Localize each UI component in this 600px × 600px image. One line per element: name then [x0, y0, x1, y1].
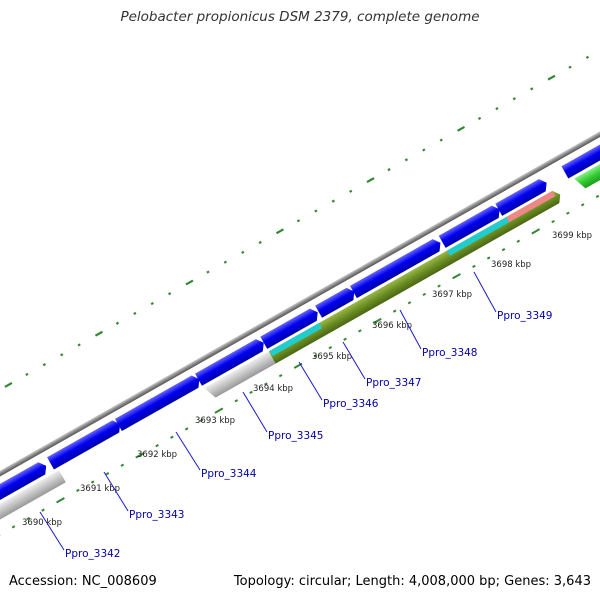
cds-arrow[interactable]: [47, 418, 124, 470]
locus-leaders: [39, 271, 497, 551]
leader-line: [399, 309, 422, 350]
scale-label: 3695 kbp: [312, 352, 352, 362]
locus-tag[interactable]: Ppro_3348: [422, 347, 477, 359]
topology-summary: Topology: circular; Length: 4,008,000 bp…: [233, 574, 591, 589]
cds-arrow[interactable]: [260, 306, 321, 349]
cyan-feature[interactable]: [447, 217, 510, 256]
cds-arrow[interactable]: [114, 373, 203, 432]
scale-label: 3699 kbp: [552, 231, 592, 241]
grey-cds-arrow[interactable]: [0, 470, 66, 520]
scale-label: 3696 kbp: [372, 321, 412, 331]
cyan-feature[interactable]: [269, 322, 323, 357]
genome-backbone: [0, 103, 600, 493]
outer-tick-ring: [0, 41, 600, 428]
leader-line: [39, 511, 65, 551]
locus-tags: Ppro_3342 Ppro_3343 Ppro_3344 Ppro_3345 …: [65, 310, 552, 560]
locus-tag[interactable]: Ppro_3347: [366, 377, 421, 389]
cds-arrow[interactable]: [349, 237, 444, 299]
scale-labels: 3690 kbp 3691 kbp 3692 kbp 3693 kbp 3694…: [22, 231, 592, 528]
cds-arrow[interactable]: [495, 177, 550, 216]
map-title: Pelobacter propionicus DSM 2379, complet…: [120, 9, 480, 25]
scale-label: 3697 kbp: [432, 290, 472, 300]
scale-label: 3692 kbp: [137, 450, 177, 460]
leader-line: [103, 471, 129, 512]
scale-label: 3694 kbp: [253, 384, 293, 394]
leader-line: [242, 391, 268, 433]
locus-tag[interactable]: Ppro_3342: [65, 548, 120, 560]
scale-label: 3698 kbp: [491, 260, 531, 270]
leader-line: [473, 271, 497, 313]
locus-tag[interactable]: Ppro_3346: [323, 398, 379, 410]
cds-arrow[interactable]: [438, 203, 503, 248]
cds-arrow[interactable]: [315, 285, 358, 318]
scale-label: 3690 kbp: [22, 518, 62, 528]
green-cds-arrow[interactable]: [574, 148, 600, 191]
leader-line: [342, 341, 366, 380]
cds-arrow[interactable]: [195, 337, 267, 386]
pink-feature[interactable]: [506, 190, 556, 223]
locus-tag[interactable]: Ppro_3343: [129, 509, 184, 521]
scale-label: 3691 kbp: [80, 484, 120, 494]
accession-label: Accession: NC_008609: [9, 574, 157, 589]
reverse-strand-track: [0, 148, 600, 520]
forward-strand-track: [0, 131, 600, 505]
grey-cds-arrow[interactable]: [204, 351, 276, 400]
leader-line: [298, 361, 323, 401]
locus-tag[interactable]: Ppro_3344: [201, 468, 257, 480]
locus-tag[interactable]: Ppro_3345: [268, 430, 323, 442]
scale-label: 3693 kbp: [195, 416, 235, 426]
leader-line: [175, 431, 201, 471]
cds-arrow[interactable]: [0, 460, 50, 505]
locus-tag[interactable]: Ppro_3349: [497, 310, 552, 322]
cds-arrow[interactable]: [561, 131, 600, 179]
